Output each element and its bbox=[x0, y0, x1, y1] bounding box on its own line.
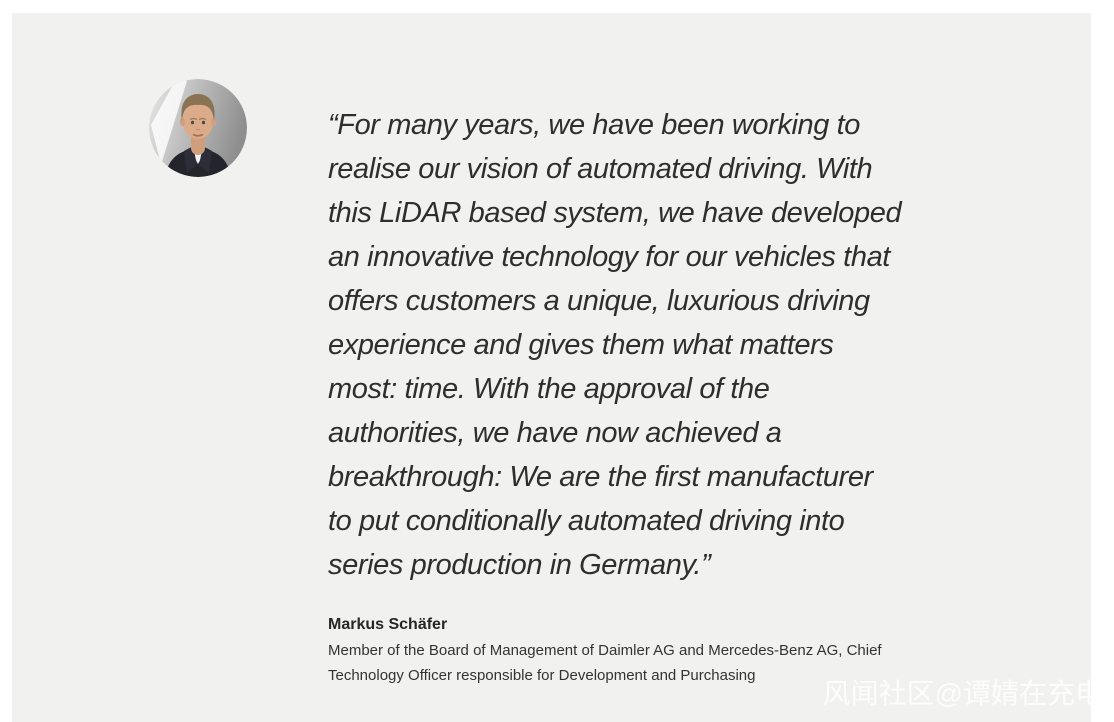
author-title: Member of the Board of Management of Dai… bbox=[328, 642, 882, 684]
author-name: Markus Schäfer bbox=[328, 616, 448, 633]
quote-panel: “For many years, we have been working to… bbox=[12, 13, 1091, 722]
quote-text: “For many years, we have been working to… bbox=[328, 109, 902, 581]
attribution: Markus Schäfer Member of the Board of Ma… bbox=[328, 615, 882, 688]
avatar bbox=[149, 79, 247, 177]
portrait-photo-icon bbox=[149, 79, 247, 177]
